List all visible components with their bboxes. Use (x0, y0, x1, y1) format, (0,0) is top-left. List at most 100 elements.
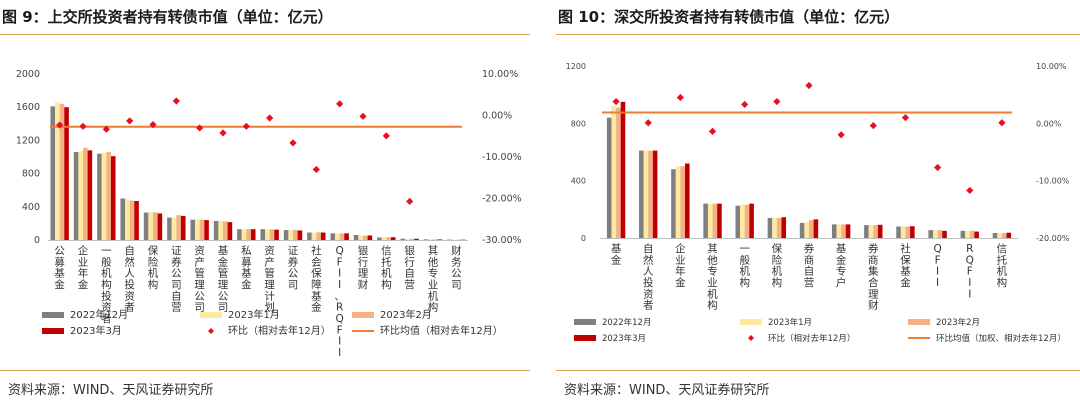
y2-tick-label: -30.00% (482, 235, 522, 246)
ratio-point-13 (359, 112, 367, 120)
legend-swatch (200, 312, 222, 318)
legend-swatch (42, 312, 64, 318)
category-label-14: 信托机构 (381, 245, 392, 291)
y2-tick-label: 0.00% (1036, 119, 1062, 128)
bar-3-11 (320, 232, 326, 240)
category-label-9: 社保基金 (900, 242, 911, 289)
ratio-point-7 (219, 129, 227, 137)
bar-3-15 (414, 238, 419, 240)
category-label-1: 自然人投资者 (643, 242, 654, 312)
bar-1-1 (78, 151, 83, 240)
source-divider (0, 370, 530, 371)
bar-1-14 (381, 237, 387, 240)
legend-swatch (748, 335, 754, 341)
bar-3-8 (250, 229, 256, 240)
bar-0-10 (928, 230, 934, 238)
title-divider (0, 34, 530, 35)
category-label-12: Q F I I、 R Q F I I (334, 245, 345, 359)
bar-1-12 (997, 232, 1002, 238)
legend-label: 环比均值（加权、相对去年12月） (936, 333, 1066, 344)
category-label-0: 基金 (611, 242, 622, 266)
bar-0-2 (97, 153, 102, 240)
bar-3-7 (845, 224, 851, 238)
legend-swatch (42, 328, 64, 334)
legend-item-4: 环比（相对去年12月） (208, 324, 331, 337)
category-label-3: 自然人投资者 (124, 244, 135, 314)
ratio-point-0 (612, 97, 620, 106)
legend-swatch (208, 328, 214, 334)
category-label-7: 基金管理公司 (218, 244, 229, 314)
category-label-2: 企业年金 (675, 242, 686, 289)
bar-0-9 (260, 229, 266, 240)
bar-1-5 (171, 217, 177, 240)
bar-2-0 (59, 103, 65, 240)
bar-2-15 (409, 238, 415, 240)
bar-2-8 (873, 225, 878, 238)
legend-swatch (740, 319, 762, 325)
bar-2-7 (841, 224, 846, 238)
bar-2-5 (176, 215, 181, 240)
ratio-point-11 (966, 186, 974, 195)
bar-3-6 (813, 219, 819, 238)
bar-1-2 (101, 152, 107, 240)
bar-0-6 (799, 222, 805, 238)
bar-1-15 (405, 238, 410, 240)
y-tick-label: 0 (581, 234, 586, 243)
legend-label: 环比（相对去年12月） (228, 324, 331, 337)
category-label-1: 企业年金 (78, 244, 89, 291)
y-tick-label: 1200 (566, 62, 586, 71)
bar-3-3 (717, 203, 722, 238)
ratio-point-8 (869, 122, 877, 130)
bar-1-16 (428, 239, 433, 240)
bar-3-4 (749, 203, 754, 238)
category-label-2: 一般机构投资者 (101, 245, 112, 325)
legend-item-3: 2023年3月 (42, 324, 122, 337)
legend-item-2: 2023年2月 (908, 317, 980, 328)
ratio-point-1 (79, 122, 87, 130)
bar-3-12 (344, 233, 349, 240)
legend-swatch (908, 319, 930, 325)
ratio-point-9 (266, 114, 274, 122)
bar-1-7 (836, 224, 842, 238)
bars (606, 101, 1012, 238)
bar-2-1 (83, 147, 88, 240)
category-label-0: 公募基金 (54, 245, 65, 291)
ratio-point-5 (773, 97, 781, 106)
legend-item-4: 环比（相对去年12月） (748, 333, 855, 344)
ratio-point-15 (406, 197, 414, 206)
bar-2-6 (199, 219, 205, 240)
ratio-point-1 (644, 119, 652, 127)
legend-item-5: 环比均值（加权、相对去年12月） (908, 333, 1066, 344)
figure-9-panel: 图 9：上交所投资者持有转债市值（单位：亿元） 0 400 800 1200 1600 2… (0, 0, 530, 401)
bar-0-11 (307, 232, 312, 240)
y-axis-right: 10.00% 0.00% -10.00% -20.00% -30.00% (482, 69, 522, 246)
ratio-point-0 (56, 121, 64, 129)
bar-0-10 (283, 230, 289, 240)
bar-1-3 (125, 199, 130, 240)
legend-item-2: 2023年2月 (352, 308, 432, 321)
bar-1-12 (335, 233, 340, 240)
category-label-4: 保险机构 (148, 244, 159, 291)
bar-0-15 (400, 238, 406, 240)
legend-item-5: 环比均值（相对去年12月） (352, 324, 503, 337)
legend-label: 环比（相对去年12月） (768, 333, 855, 344)
y2-tick-label: -20.00% (482, 194, 522, 205)
bar-1-7 (218, 221, 223, 240)
y-tick-label: 800 (571, 119, 586, 128)
y-tick-label: 400 (571, 177, 586, 186)
bar-0-14 (377, 237, 382, 240)
ratio-point-6 (196, 124, 204, 132)
ratio-point-7 (837, 131, 845, 139)
category-label-6: 券商自营 (804, 242, 815, 289)
bar-2-14 (386, 237, 391, 240)
bar-0-0 (50, 106, 56, 241)
bar-1-4 (740, 204, 745, 238)
bar-1-10 (288, 230, 293, 240)
bar-0-12 (330, 233, 336, 240)
bar-0-9 (896, 226, 901, 238)
legend-item-1: 2023年1月 (200, 308, 280, 321)
bar-2-8 (246, 229, 251, 240)
bar-0-1 (73, 152, 79, 240)
ratio-point-5 (172, 97, 180, 105)
